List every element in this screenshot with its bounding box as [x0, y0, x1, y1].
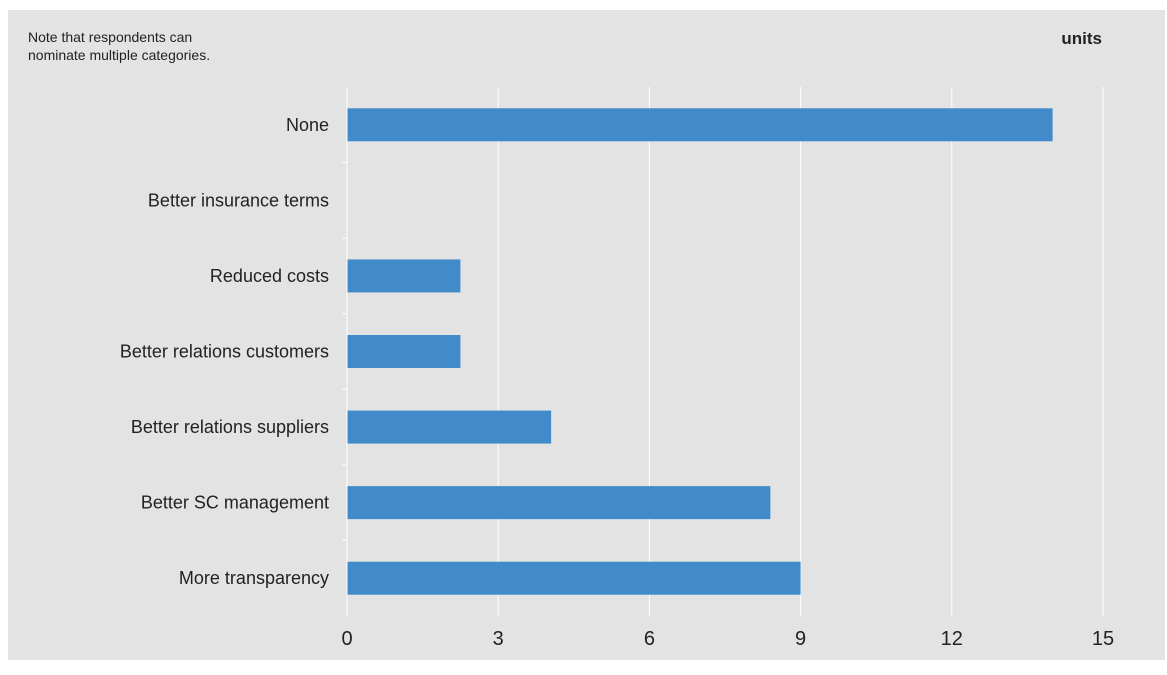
x-tick-label: 12 [941, 628, 963, 650]
x-tick-label: 3 [493, 628, 504, 650]
bar [347, 410, 552, 444]
category-labels: None Better insurance terms Reduced costs B… [120, 115, 329, 588]
axes [342, 87, 348, 616]
bar [347, 486, 771, 520]
category-label: Better SC management [141, 493, 329, 513]
category-label: Reduced costs [210, 266, 329, 286]
category-label: Better relations customers [120, 342, 329, 362]
category-label: Better relations suppliers [131, 417, 329, 437]
bar [347, 108, 1053, 142]
category-label: Better insurance terms [148, 190, 329, 210]
bar [347, 335, 461, 368]
x-tick-label: 0 [341, 628, 352, 650]
chart-note: Note that respondents can nominate multi… [28, 29, 211, 63]
gridlines [497, 87, 1104, 616]
tick-labels: 0 3 6 9 12 15 [341, 628, 1114, 650]
category-label: More transparency [179, 568, 329, 588]
bar [347, 561, 801, 595]
x-tick-label: 6 [644, 628, 655, 650]
x-tick-label: 9 [795, 628, 806, 650]
x-tick-label: 15 [1092, 628, 1114, 650]
units-label: units [1061, 29, 1102, 48]
bars [347, 108, 1053, 595]
category-label: None [286, 115, 329, 135]
bar [347, 259, 461, 293]
